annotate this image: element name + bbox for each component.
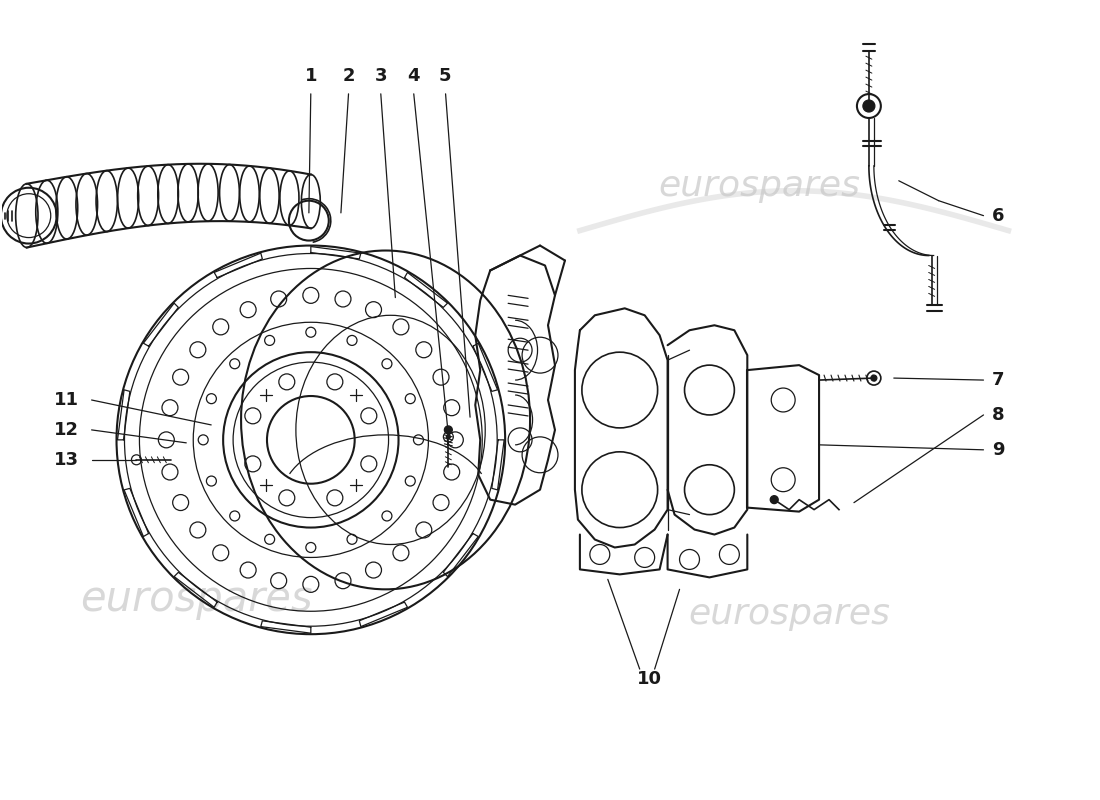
Text: 13: 13 bbox=[54, 450, 79, 469]
Text: 10: 10 bbox=[637, 670, 662, 688]
Circle shape bbox=[770, 496, 778, 504]
Circle shape bbox=[444, 426, 452, 434]
Text: 6: 6 bbox=[992, 206, 1004, 225]
Text: 8: 8 bbox=[992, 406, 1004, 424]
Text: eurospares: eurospares bbox=[80, 578, 312, 620]
Circle shape bbox=[862, 100, 874, 112]
Text: 7: 7 bbox=[992, 371, 1004, 389]
Text: 1: 1 bbox=[305, 67, 317, 85]
Circle shape bbox=[447, 435, 450, 439]
Text: 12: 12 bbox=[54, 421, 79, 439]
Text: eurospares: eurospares bbox=[689, 598, 890, 631]
Text: 4: 4 bbox=[407, 67, 420, 85]
Text: 3: 3 bbox=[374, 67, 387, 85]
Text: eurospares: eurospares bbox=[658, 169, 860, 202]
Text: 11: 11 bbox=[54, 391, 79, 409]
Circle shape bbox=[871, 375, 877, 381]
Text: 5: 5 bbox=[439, 67, 452, 85]
Text: 9: 9 bbox=[992, 441, 1004, 459]
Text: 2: 2 bbox=[342, 67, 355, 85]
